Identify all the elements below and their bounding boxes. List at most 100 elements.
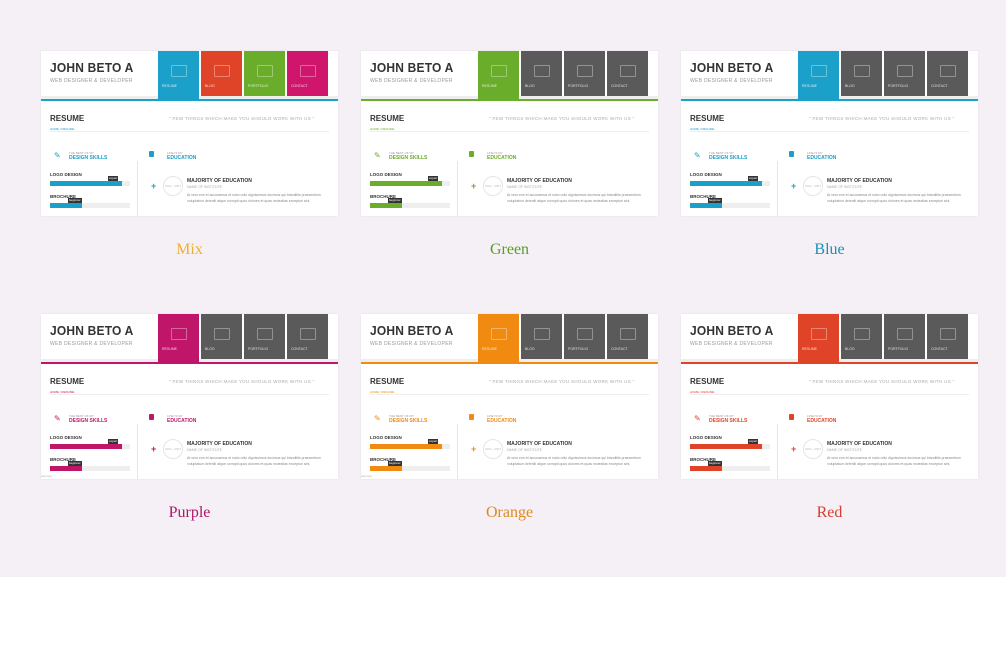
footer-text: ssp.com <box>361 474 373 478</box>
monitor-icon <box>576 328 593 340</box>
nav-tile-portfolio[interactable]: PORTFOLIO <box>884 314 925 359</box>
theme-caption[interactable]: Orange <box>485 504 534 521</box>
nav-tile-blog[interactable]: BLOG <box>201 314 242 359</box>
plus-icon[interactable]: + <box>791 181 797 191</box>
nav-tile-blog[interactable]: BLOG <box>841 314 882 359</box>
divider <box>690 394 969 395</box>
plus-icon[interactable]: + <box>471 444 477 454</box>
theme-caption[interactable]: Mix <box>176 241 203 258</box>
skill-label: LOGO DESIGN <box>50 435 82 440</box>
skill-bar-fill <box>50 181 122 186</box>
nav-tile-contact[interactable]: CONTACT <box>287 51 328 96</box>
monitor-icon <box>299 328 316 340</box>
skills-title: DESIGN SKILLS <box>389 418 428 424</box>
breadcrumb[interactable]: HOME / RESUME <box>690 390 715 394</box>
skill-bar: expert <box>690 439 770 449</box>
nav-tile-contact[interactable]: CONTACT <box>607 51 648 96</box>
breadcrumb[interactable]: HOME / RESUME <box>370 127 395 131</box>
nav-tile-blog[interactable]: BLOG <box>521 314 562 359</box>
nav-tiles: RESUME BLOG PORTFOLIO CONTACT <box>798 51 978 96</box>
theme-caption[interactable]: Blue <box>814 241 845 258</box>
theme-preview-card[interactable]: JOHN BETO A WEB DESIGNER & DEVELOPER RESUM… <box>41 51 338 216</box>
timeline-line <box>457 424 458 479</box>
breadcrumb[interactable]: HOME / RESUME <box>50 390 75 394</box>
nav-tile-contact[interactable]: CONTACT <box>287 314 328 359</box>
nav-tile-label: RESUME <box>162 84 177 88</box>
nav-tile-contact[interactable]: CONTACT <box>927 314 968 359</box>
resume-name: JOHN BETO A <box>690 323 774 339</box>
education-title: EDUCATION <box>167 418 197 424</box>
nav-tiles: RESUME BLOG PORTFOLIO CONTACT <box>158 314 338 359</box>
skill-bar-fill <box>50 203 82 208</box>
education-kicker: LINE IS MY <box>167 414 183 418</box>
skill-bar-fill <box>370 203 402 208</box>
skill-label: LOGO DESIGN <box>370 172 402 177</box>
monitor-icon <box>576 65 593 77</box>
monitor-icon <box>256 65 273 77</box>
resume-header: JOHN BETO A WEB DESIGNER & DEVELOPER RESUM… <box>361 314 658 359</box>
skill-bar-fill <box>50 444 122 449</box>
nav-tile-label: RESUME <box>802 84 817 88</box>
education-year: 2004 - 2007 <box>483 439 503 459</box>
nav-tile-contact[interactable]: CONTACT <box>607 314 648 359</box>
education-kicker: LINE IS MY <box>487 151 503 155</box>
education-text: At vero eos et accusamus et iusto odio d… <box>507 456 641 466</box>
nav-tile-resume[interactable]: RESUME <box>798 314 839 359</box>
breadcrumb[interactable]: HOME / RESUME <box>690 127 715 131</box>
nav-tile-portfolio[interactable]: PORTFOLIO <box>884 51 925 96</box>
theme-preview-card[interactable]: JOHN BETO A WEB DESIGNER & DEVELOPER RESUM… <box>681 51 978 216</box>
nav-tile-label: RESUME <box>482 84 497 88</box>
nav-tile-portfolio[interactable]: PORTFOLIO <box>244 51 285 96</box>
breadcrumb[interactable]: HOME / RESUME <box>370 390 395 394</box>
nav-tile-blog[interactable]: BLOG <box>841 51 882 96</box>
skills-title: DESIGN SKILLS <box>69 418 108 424</box>
nav-tile-label: CONTACT <box>931 347 948 351</box>
nav-tile-label: PORTFOLIO <box>248 347 269 351</box>
education-heading: MAJORITY OF EDUCATION <box>827 178 892 184</box>
theme-caption[interactable]: Red <box>816 504 843 521</box>
nav-tile-resume[interactable]: RESUME <box>478 51 519 96</box>
skill-bar-fill <box>690 203 722 208</box>
skill-label: LOGO DESIGN <box>370 435 402 440</box>
section-title: RESUME <box>690 114 725 123</box>
monitor-icon <box>939 65 956 77</box>
section-quote: " FEW THINGS WHICH MAKE YOU SHOULD WORK … <box>169 379 315 384</box>
theme-preview-card[interactable]: JOHN BETO A WEB DESIGNER & DEVELOPER RESUM… <box>41 314 338 479</box>
monitor-icon <box>170 328 187 340</box>
plus-icon[interactable]: + <box>151 444 157 454</box>
footer-text: ssp.com <box>41 474 53 478</box>
theme-caption[interactable]: Purple <box>168 504 211 521</box>
nav-tile-portfolio[interactable]: PORTFOLIO <box>244 314 285 359</box>
plus-icon[interactable]: + <box>791 444 797 454</box>
plus-icon[interactable]: + <box>471 181 477 191</box>
nav-tile-blog[interactable]: BLOG <box>521 51 562 96</box>
skill-bar: expert <box>50 439 130 449</box>
plus-icon[interactable]: + <box>151 181 157 191</box>
nav-tile-portfolio[interactable]: PORTFOLIO <box>564 314 605 359</box>
skill-level-tag: beginner <box>388 461 402 466</box>
theme-caption[interactable]: Green <box>489 241 530 258</box>
nav-tile-portfolio[interactable]: PORTFOLIO <box>564 51 605 96</box>
timeline-line <box>777 424 778 479</box>
resume-name: JOHN BETO A <box>50 60 134 76</box>
skill-level-tag: expert <box>748 176 759 181</box>
nav-tile-contact[interactable]: CONTACT <box>927 51 968 96</box>
monitor-icon <box>490 328 507 340</box>
nav-tile-resume[interactable]: RESUME <box>478 314 519 359</box>
theme-preview-card[interactable]: JOHN BETO A WEB DESIGNER & DEVELOPER RESUM… <box>681 314 978 479</box>
resume-role: WEB DESIGNER & DEVELOPER <box>50 78 133 84</box>
nav-tile-blog[interactable]: BLOG <box>201 51 242 96</box>
nav-tile-label: PORTFOLIO <box>248 84 269 88</box>
theme-preview-card[interactable]: JOHN BETO A WEB DESIGNER & DEVELOPER RESUM… <box>361 51 658 216</box>
monitor-icon <box>619 65 636 77</box>
nav-tile-resume[interactable]: RESUME <box>158 51 199 96</box>
nav-tile-resume[interactable]: RESUME <box>158 314 199 359</box>
breadcrumb[interactable]: HOME / RESUME <box>50 127 75 131</box>
nav-tile-label: CONTACT <box>291 84 308 88</box>
nav-tile-resume[interactable]: RESUME <box>798 51 839 96</box>
skill-label: LOGO DESIGN <box>50 172 82 177</box>
theme-preview-card[interactable]: JOHN BETO A WEB DESIGNER & DEVELOPER RESUM… <box>361 314 658 479</box>
book-icon <box>469 414 474 420</box>
education-subheading: NAME OF INSTITUTE <box>507 448 542 452</box>
nav-tile-label: BLOG <box>525 84 535 88</box>
